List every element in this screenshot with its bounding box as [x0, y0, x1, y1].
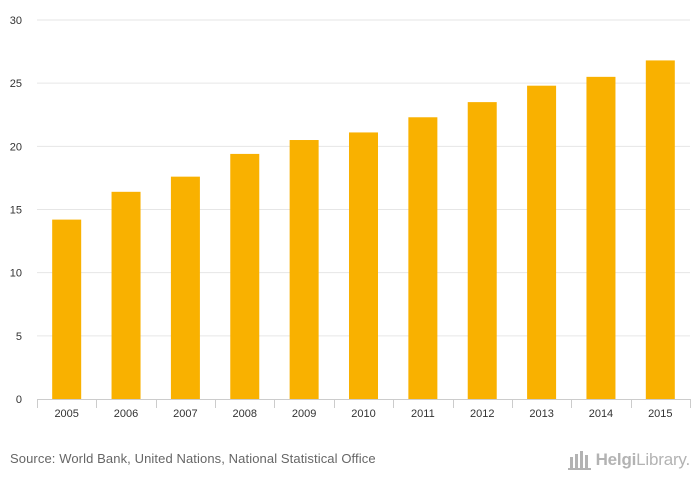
x-tick-label: 2015: [648, 408, 672, 420]
x-tick-label: 2010: [351, 408, 375, 420]
x-tick-label: 2005: [54, 408, 78, 420]
x-tick-label: 2006: [114, 408, 138, 420]
x-tick-label: 2007: [173, 408, 197, 420]
brand-suffix: Library: [636, 450, 686, 469]
brand-prefix: Helgi: [595, 450, 637, 469]
bar-2011: [408, 117, 438, 399]
x-tick-label: 2012: [470, 408, 494, 420]
x-tick-label: 2008: [233, 408, 257, 420]
bar-2009: [289, 140, 319, 399]
y-tick-label: 20: [10, 141, 22, 153]
y-tick-label: 5: [16, 331, 22, 343]
bar-chart: 0 5 10 15 20 25 30 2005 2006 2007 2008 2009 2010 201…: [10, 15, 691, 420]
y-axis-labels: 0 5 10 15 20 25 30: [10, 15, 22, 406]
bar-2015: [645, 60, 675, 399]
brand-name: HelgiLibrary.: [595, 450, 691, 470]
bar-2013: [527, 85, 557, 400]
y-tick-label: 10: [10, 268, 22, 280]
x-tick-label: 2011: [411, 408, 435, 420]
x-axis-labels: 2005 2006 2007 2008 2009 2010 2011 2012 2013 2014…: [54, 408, 672, 420]
chart-footer: Source: World Bank, United Nations, Nati…: [0, 440, 700, 483]
x-tick-label: 2014: [589, 408, 613, 420]
x-tick-label: 2013: [529, 408, 553, 420]
bar-2010: [349, 132, 378, 400]
bar-2006: [111, 191, 141, 399]
x-tick-label: 2009: [292, 408, 316, 420]
brand-dot: .: [685, 450, 690, 469]
building-icon: [567, 451, 591, 470]
y-tick-label: 15: [10, 205, 22, 217]
bar-2007: [170, 176, 200, 399]
source-note: Source: World Bank, United Nations, Nati…: [10, 451, 376, 466]
y-tick-label: 0: [16, 394, 22, 406]
y-tick-label: 30: [10, 15, 22, 27]
bar-2008: [230, 153, 260, 399]
helgi-library-logo: HelgiLibrary.: [567, 448, 691, 472]
bars: [52, 60, 675, 400]
x-axis: [37, 399, 691, 408]
y-tick-label: 25: [10, 78, 22, 90]
bar-2005: [52, 219, 82, 399]
bar-2012: [467, 102, 497, 399]
bar-2014: [586, 76, 616, 399]
